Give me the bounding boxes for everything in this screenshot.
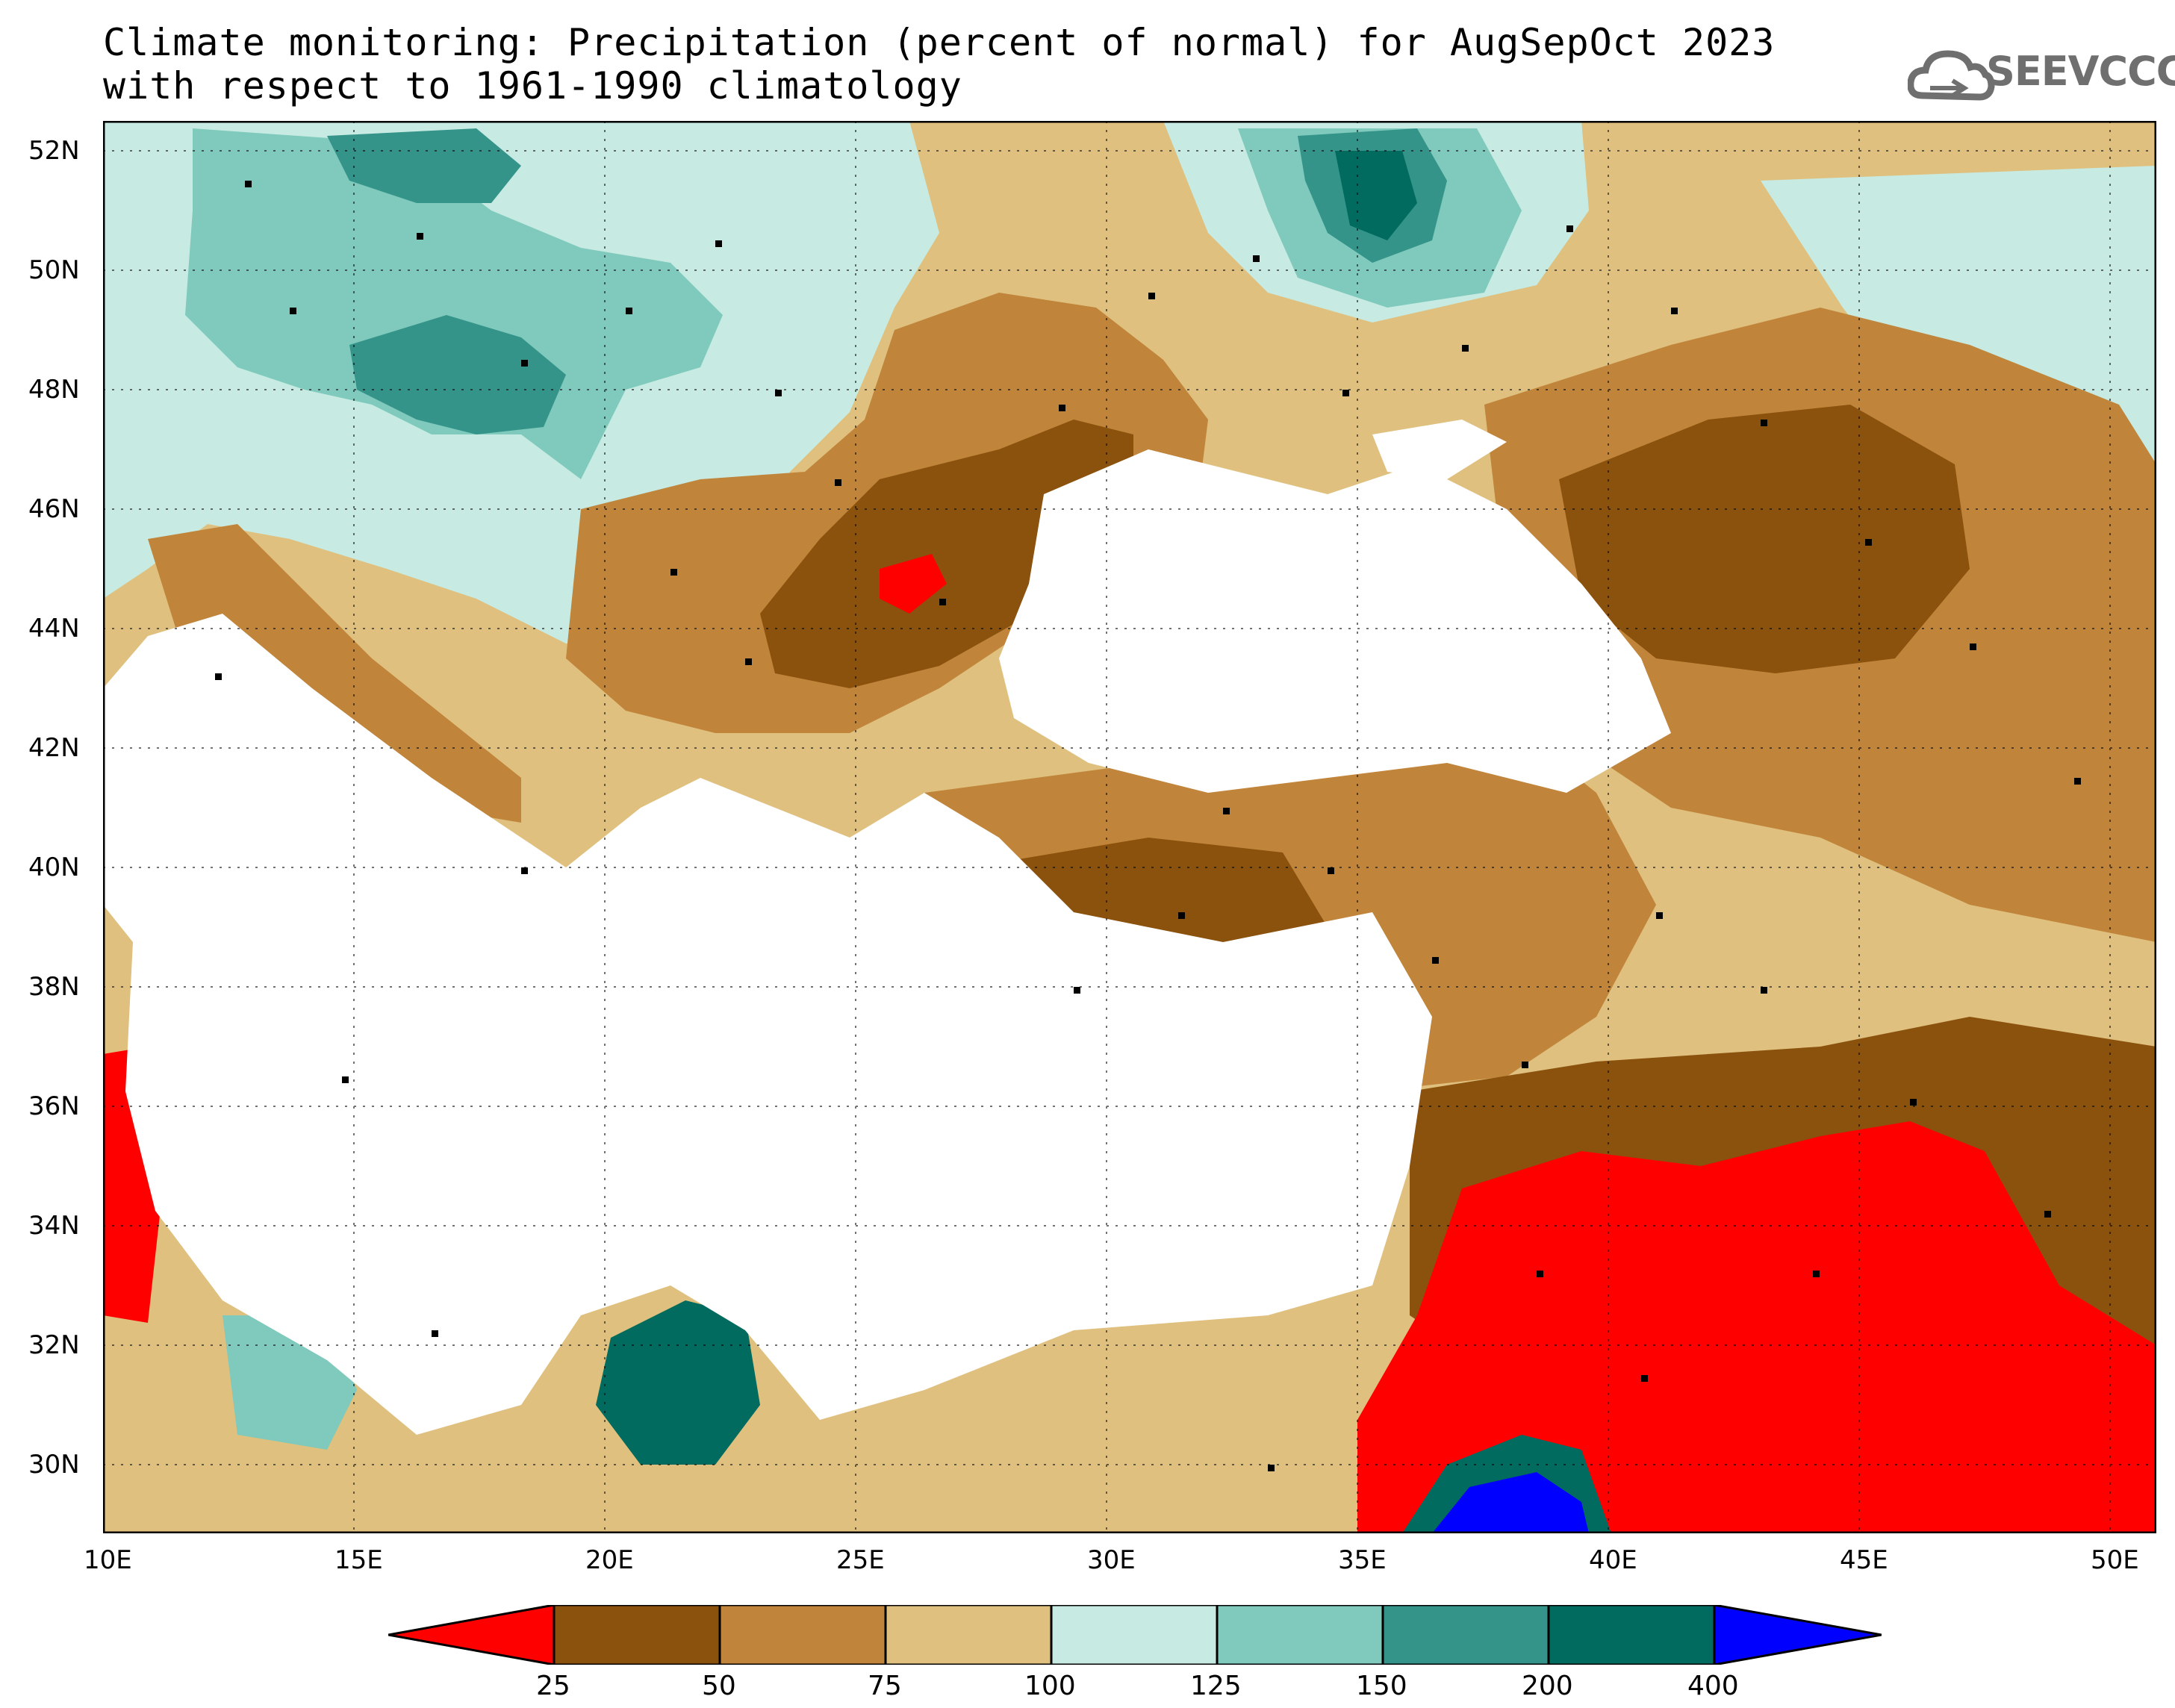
lat-label: 34N	[28, 1211, 80, 1241]
lon-label: 20E	[585, 1545, 634, 1575]
wet-region-libya	[596, 1300, 760, 1465]
colorbar-bin-7	[1547, 1605, 1716, 1665]
colorbar-label: 75	[868, 1671, 902, 1701]
colorbar-bin-0	[388, 1605, 556, 1665]
lat-label: 48N	[28, 375, 80, 405]
wet-region-poland	[327, 128, 521, 203]
lat-label: 30N	[28, 1450, 80, 1480]
dry-region-romania-core	[760, 420, 1133, 688]
lat-label: 46N	[28, 494, 80, 524]
lat-label: 44N	[28, 614, 80, 643]
colorbar-bin-3	[884, 1605, 1053, 1665]
wet-region-arabia-blue	[1432, 1472, 1589, 1533]
lat-label: 52N	[28, 136, 80, 166]
graticule	[103, 121, 2156, 1533]
lat-label: 50N	[28, 255, 80, 285]
wet-region-central-europe-high	[349, 315, 566, 434]
colorbar-label: 125	[1190, 1671, 1242, 1701]
cloud-icon	[1908, 50, 1995, 101]
colorbar-label: 50	[702, 1671, 736, 1701]
lon-label: 50E	[2091, 1545, 2139, 1575]
very-dry-region-middle-east	[1357, 1121, 2156, 1533]
colorbar	[388, 1605, 1882, 1665]
lat-label: 42N	[28, 733, 80, 763]
colorbar-label: 200	[1522, 1671, 1573, 1701]
wet-region-central-europe-mid	[185, 128, 723, 479]
wet-region-western-ukraine-core	[1335, 151, 1417, 240]
lon-label: 30E	[1087, 1545, 1136, 1575]
very-dry-region-romania-spot	[880, 554, 947, 614]
station-markers	[215, 181, 2081, 1471]
lat-label: 38N	[28, 972, 80, 1002]
colorbar-label: 100	[1024, 1671, 1076, 1701]
colorbar-label: 25	[536, 1671, 570, 1701]
lon-label: 35E	[1338, 1545, 1387, 1575]
precipitation-map	[103, 121, 2156, 1533]
lat-label: 32N	[28, 1330, 80, 1360]
black-sea	[999, 449, 1671, 793]
mediterranean-sea	[103, 614, 1432, 1435]
colorbar-bin-4	[1050, 1605, 1219, 1665]
dry-region-caucasus-core	[1559, 405, 1970, 673]
title-line-1: Climate monitoring: Precipitation (perce…	[103, 21, 1776, 64]
lon-label: 40E	[1589, 1545, 1637, 1575]
colorbar-bin-8	[1713, 1605, 1882, 1665]
lon-label: 10E	[84, 1545, 132, 1575]
lon-label: 45E	[1840, 1545, 1888, 1575]
colorbar-bin-2	[718, 1605, 887, 1665]
colorbar-label: 150	[1356, 1671, 1407, 1701]
colorbar-bin-6	[1381, 1605, 1550, 1665]
logo-text: SEEVCCC	[1986, 48, 2175, 95]
lon-label: 15E	[335, 1545, 383, 1575]
lat-label: 40N	[28, 853, 80, 882]
lat-label: 36N	[28, 1091, 80, 1121]
title-line-2: with respect to 1961-1990 climatology	[103, 64, 962, 107]
colorbar-bin-1	[553, 1605, 721, 1665]
colorbar-label: 400	[1687, 1671, 1739, 1701]
azov-sea	[1372, 420, 1507, 479]
map-border	[103, 121, 2156, 1533]
colorbar-bin-5	[1216, 1605, 1384, 1665]
lon-label: 25E	[836, 1545, 885, 1575]
